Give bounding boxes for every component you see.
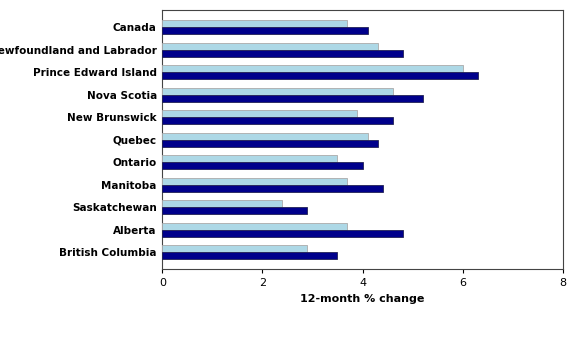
Bar bbox=[162, 230, 403, 237]
Bar bbox=[162, 200, 282, 207]
Bar bbox=[162, 27, 368, 34]
Bar bbox=[162, 252, 338, 259]
Bar bbox=[162, 20, 347, 27]
Bar bbox=[162, 185, 383, 192]
Bar bbox=[162, 110, 357, 117]
Bar bbox=[162, 245, 307, 252]
Bar bbox=[162, 72, 477, 79]
Bar bbox=[162, 178, 347, 185]
Legend: July 2021, August 2021: July 2021, August 2021 bbox=[253, 343, 472, 345]
Bar bbox=[162, 50, 403, 57]
Bar bbox=[162, 88, 393, 95]
Bar bbox=[162, 155, 338, 162]
Bar bbox=[162, 117, 393, 125]
Bar bbox=[162, 140, 378, 147]
X-axis label: 12-month % change: 12-month % change bbox=[300, 294, 425, 304]
Bar bbox=[162, 132, 368, 140]
Bar bbox=[162, 207, 307, 215]
Bar bbox=[162, 95, 423, 102]
Bar bbox=[162, 65, 463, 72]
Bar bbox=[162, 42, 378, 50]
Bar bbox=[162, 162, 362, 169]
Bar bbox=[162, 223, 347, 230]
